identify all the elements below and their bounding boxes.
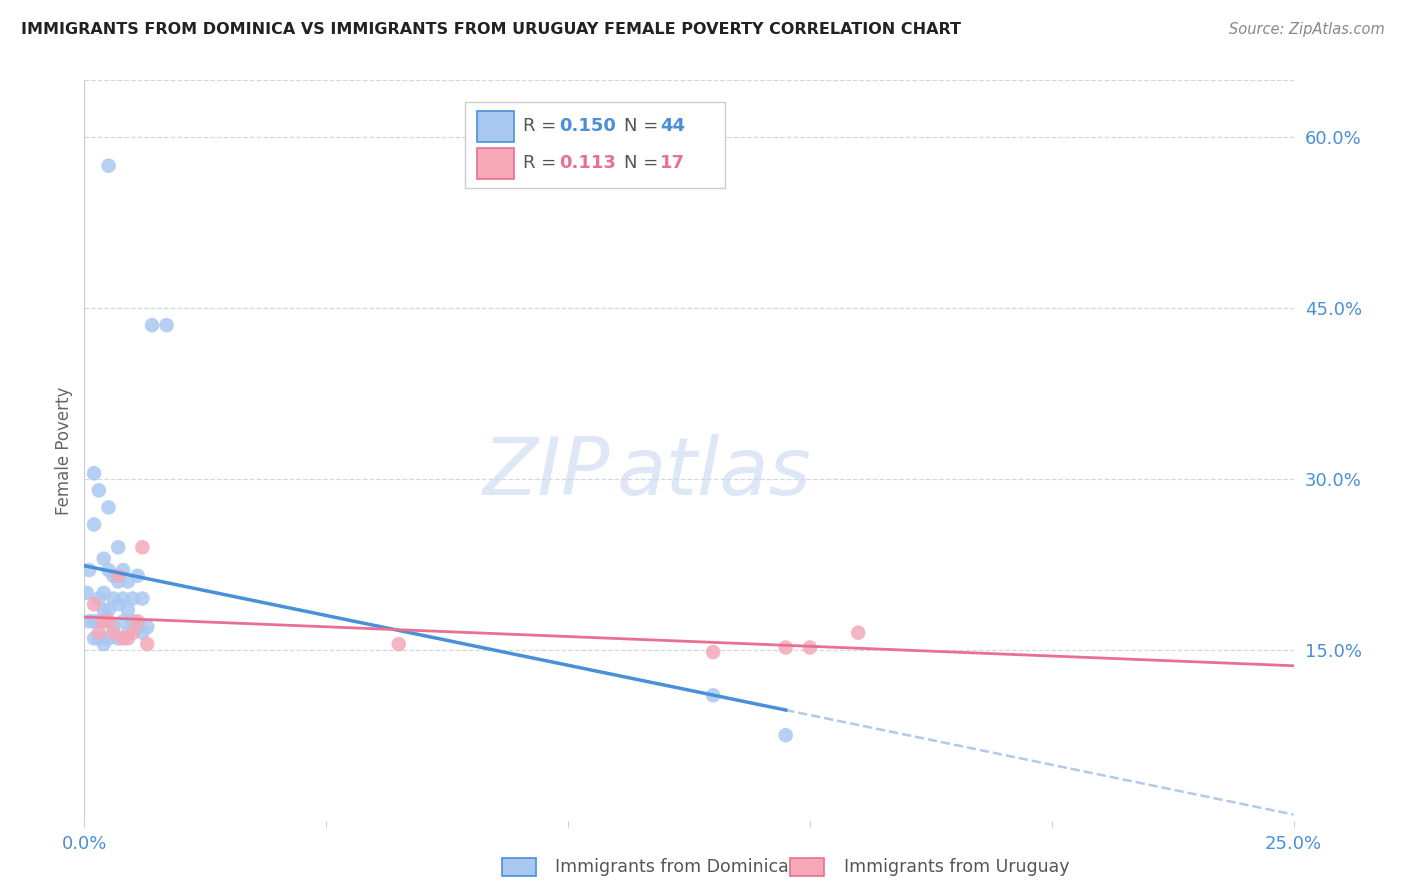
Point (77, 615, 100, 629)
Point (131, 591, 153, 606)
Text: atlas: atlas (616, 434, 811, 512)
FancyBboxPatch shape (478, 111, 513, 142)
Point (83, 597, 105, 611)
FancyBboxPatch shape (465, 103, 725, 187)
Point (93, 551, 115, 566)
Text: 17: 17 (659, 154, 685, 172)
Point (141, 318, 163, 333)
Text: N =: N = (624, 154, 664, 172)
Point (117, 632, 139, 646)
Point (702, 689, 724, 703)
Point (103, 620, 125, 634)
Point (87, 632, 110, 646)
Point (136, 620, 159, 634)
Point (388, 637, 411, 651)
Point (121, 615, 143, 629)
FancyBboxPatch shape (478, 148, 513, 178)
Point (97, 615, 120, 629)
Point (127, 620, 149, 634)
Point (775, 728, 797, 742)
Point (775, 640, 797, 655)
Point (97, 632, 120, 646)
Text: 0.113: 0.113 (560, 154, 616, 172)
Point (83, 615, 105, 629)
Point (93, 603, 115, 617)
Point (799, 640, 821, 655)
Point (87, 625, 110, 640)
Text: 44: 44 (659, 117, 685, 136)
Text: Immigrants from Uruguay: Immigrants from Uruguay (844, 858, 1069, 876)
Point (97, 159, 120, 173)
Point (97, 500, 120, 515)
Point (846, 625, 869, 640)
Point (87, 615, 110, 629)
Text: 0.150: 0.150 (560, 117, 616, 136)
Text: ZIP: ZIP (484, 434, 610, 512)
Point (97, 563, 120, 577)
Point (97, 603, 120, 617)
Point (107, 541, 129, 555)
Text: Source: ZipAtlas.com: Source: ZipAtlas.com (1229, 22, 1385, 37)
Y-axis label: Female Poverty: Female Poverty (55, 386, 73, 515)
Point (103, 591, 125, 606)
Point (87, 591, 110, 606)
Text: IMMIGRANTS FROM DOMINICA VS IMMIGRANTS FROM URUGUAY FEMALE POVERTY CORRELATION C: IMMIGRANTS FROM DOMINICA VS IMMIGRANTS F… (21, 22, 962, 37)
Point (117, 625, 139, 640)
Point (131, 625, 153, 640)
Point (112, 615, 135, 629)
Point (76, 586, 98, 600)
Point (131, 541, 153, 555)
Text: N =: N = (624, 117, 664, 136)
Point (93, 586, 115, 600)
Point (103, 568, 125, 582)
Point (87, 483, 110, 498)
Point (121, 591, 143, 606)
Point (112, 591, 135, 606)
Text: R =: R = (523, 117, 562, 136)
Point (107, 568, 129, 582)
Point (107, 597, 129, 611)
Point (107, 632, 129, 646)
Point (83, 632, 105, 646)
Text: R =: R = (523, 154, 562, 172)
Point (77, 563, 100, 577)
Point (117, 574, 139, 589)
Point (107, 574, 129, 589)
Point (83, 467, 105, 481)
Point (103, 625, 125, 640)
Point (112, 563, 135, 577)
Point (83, 517, 105, 532)
Point (127, 568, 149, 582)
Point (155, 318, 177, 333)
Bar (790, 858, 824, 876)
Point (121, 625, 143, 640)
Point (127, 615, 149, 629)
Point (93, 615, 115, 629)
Point (702, 645, 724, 659)
Point (93, 637, 115, 651)
Point (136, 637, 159, 651)
Point (112, 632, 135, 646)
Point (117, 603, 139, 617)
Text: Immigrants from Dominica: Immigrants from Dominica (555, 858, 789, 876)
Bar (502, 858, 536, 876)
